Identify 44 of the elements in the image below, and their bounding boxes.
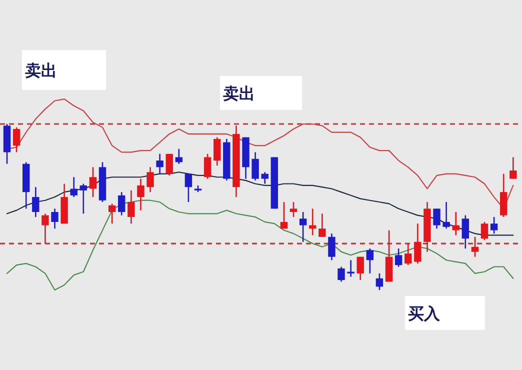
candlestick [471, 236, 479, 258]
text: 卖出 [25, 61, 57, 80]
candlestick [146, 166, 154, 193]
text: 卖出 [223, 84, 255, 103]
candlestick [80, 183, 87, 214]
candlestick [32, 186, 40, 218]
candlestick [500, 173, 508, 218]
candlestick [51, 208, 58, 230]
candlestick [118, 191, 126, 216]
candlestick [290, 201, 298, 218]
text: 买入 [408, 304, 441, 323]
candlestick [70, 176, 78, 198]
candlestick [12, 126, 20, 153]
candlestick [442, 201, 450, 230]
candlestick [89, 166, 97, 198]
candlestick [376, 272, 384, 291]
candlestick [510, 156, 517, 180]
candlestick [366, 248, 374, 274]
candlestick [166, 153, 173, 176]
candlestick [356, 256, 364, 281]
candlestick [394, 248, 402, 268]
candlestick [108, 203, 116, 224]
candlestick [318, 212, 326, 238]
candlestick [338, 266, 345, 282]
candlestick [214, 136, 221, 166]
candlestick [404, 242, 412, 266]
candlestick [414, 222, 422, 264]
candlestick [252, 152, 259, 182]
candlestick [128, 190, 135, 224]
candlestick [433, 208, 440, 230]
candlestick [280, 201, 288, 230]
candlestick [328, 232, 336, 261]
candlestick [137, 178, 144, 211]
candlestick [299, 211, 307, 243]
candlestick [261, 171, 268, 184]
candlestick [42, 212, 49, 244]
candlestick [480, 221, 488, 241]
candlestick [204, 153, 212, 180]
candlestick [347, 259, 354, 278]
candlestick [490, 216, 498, 234]
candlestick [184, 173, 192, 203]
candlestick [156, 153, 164, 174]
candlestick [462, 214, 469, 250]
candlestick [175, 148, 182, 164]
